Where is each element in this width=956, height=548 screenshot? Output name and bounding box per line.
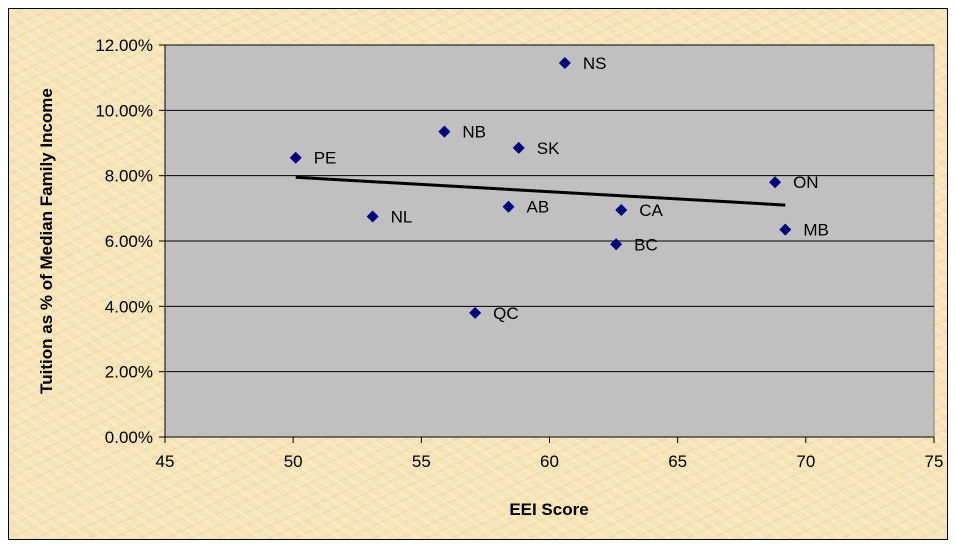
data-point-label: CA bbox=[639, 201, 663, 220]
data-point-marker bbox=[469, 306, 482, 319]
y-axis-title: Tuition as % of Median Family Income bbox=[37, 88, 56, 394]
data-point-label: SK bbox=[537, 139, 560, 158]
y-tick-label: 6.00% bbox=[105, 232, 153, 251]
x-tick-label: 60 bbox=[540, 452, 559, 471]
data-point-label: NL bbox=[391, 208, 413, 227]
data-point-label: NB bbox=[462, 123, 486, 142]
x-tick-label: 45 bbox=[156, 452, 175, 471]
data-point-label: BC bbox=[634, 235, 658, 254]
data-point-label: AB bbox=[526, 198, 549, 217]
trendline bbox=[295, 175, 786, 207]
y-tick-label: 10.00% bbox=[95, 101, 153, 120]
data-point-marker bbox=[558, 56, 571, 69]
data-point-label: NS bbox=[583, 54, 607, 73]
axes: 0.00% 2.00% 4.00% 6.00% 8.00% 10.00% 12.00% 45 5… bbox=[95, 36, 943, 471]
data-point-label: PE bbox=[314, 149, 337, 168]
data-point-marker bbox=[769, 176, 782, 189]
x-axis-title: EEI Score bbox=[509, 500, 588, 519]
data-point-label: QC bbox=[493, 304, 519, 323]
data-point-marker bbox=[615, 203, 628, 216]
x-tick-label: 50 bbox=[284, 452, 303, 471]
data-point-marker bbox=[438, 125, 451, 138]
data-point-marker bbox=[366, 210, 379, 223]
data-point-marker bbox=[779, 223, 792, 236]
x-tick-label: 65 bbox=[668, 452, 687, 471]
data-point-marker bbox=[512, 141, 525, 154]
y-tick-label: 2.00% bbox=[105, 363, 153, 382]
y-tick-label: 4.00% bbox=[105, 297, 153, 316]
data-point-label: MB bbox=[803, 221, 829, 240]
x-tick-label: 55 bbox=[412, 452, 431, 471]
x-tick-label: 70 bbox=[796, 452, 815, 471]
data-points: PE NL NB QC AB SK NS BC CA ON MB bbox=[289, 54, 829, 323]
x-tick-label: 75 bbox=[925, 452, 944, 471]
data-point-marker bbox=[610, 238, 623, 251]
trendline-group bbox=[295, 175, 786, 207]
data-point-marker bbox=[289, 151, 302, 164]
data-point-label: ON bbox=[793, 173, 819, 192]
data-point-marker bbox=[502, 200, 515, 213]
y-tick-label: 8.00% bbox=[105, 167, 153, 186]
y-tick-label: 12.00% bbox=[95, 36, 153, 55]
y-tick-label: 0.00% bbox=[105, 428, 153, 447]
gridlines bbox=[165, 44, 934, 373]
